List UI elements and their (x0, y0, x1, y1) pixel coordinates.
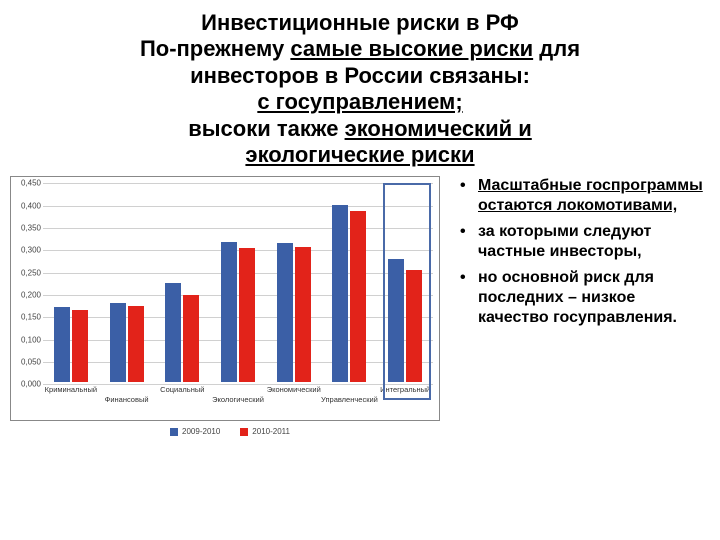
bullet-item: •за которыми следуют частные инвесторы, (460, 222, 710, 262)
y-tick-label: 0,250 (11, 268, 41, 277)
bars-container: КриминальныйФинансовыйСоциальныйЭкологич… (43, 183, 433, 382)
y-tick-label: 0,450 (11, 179, 41, 188)
chart-plot: КриминальныйФинансовыйСоциальныйЭкологич… (43, 183, 433, 382)
bar-group: Экономический (266, 183, 322, 382)
title-line2-pre: По-прежнему (140, 36, 284, 61)
y-tick-label: 0,100 (11, 335, 41, 344)
bar-group: Экологический (210, 183, 266, 382)
bar (221, 242, 237, 382)
category-label: Экологический (212, 396, 264, 404)
chart-area: КриминальныйФинансовыйСоциальныйЭкологич… (10, 176, 450, 436)
bar (110, 303, 126, 383)
category-label: Финансовый (105, 396, 149, 404)
y-tick-label: 0,400 (11, 201, 41, 210)
category-label: Интегральный (380, 386, 430, 394)
y-tick-label: 0,000 (11, 380, 41, 389)
bar (388, 259, 404, 382)
bar (277, 243, 293, 382)
y-tick-label: 0,200 (11, 291, 41, 300)
bar (350, 211, 366, 382)
grid-line (43, 384, 433, 385)
category-label: Социальный (160, 386, 204, 394)
bullet-item: •Масштабные госпрограммы остаются локомо… (460, 176, 710, 216)
bar-group: Управленческий (322, 183, 378, 382)
bar-group: Финансовый (99, 183, 155, 382)
bar (183, 295, 199, 382)
title-line3: инвесторов в России связаны: (190, 63, 530, 88)
chart-box: КриминальныйФинансовыйСоциальныйЭкологич… (10, 176, 440, 421)
bar (72, 310, 88, 382)
y-tick-label: 0,050 (11, 358, 41, 367)
y-tick-label: 0,300 (11, 246, 41, 255)
bar-group: Интегральный (377, 183, 433, 382)
bullet-dot: • (460, 222, 478, 262)
chart-legend: 2009-2010 2010-2011 (10, 427, 450, 436)
bar (332, 205, 348, 382)
bullet-text: за которыми следуют частные инвесторы, (478, 222, 710, 262)
title-line2-post: для (539, 36, 580, 61)
bullets: •Масштабные госпрограммы остаются локомо… (450, 176, 710, 436)
bar (165, 283, 181, 383)
title-block: Инвестиционные риски в РФ По-прежнему са… (0, 0, 720, 176)
bar (406, 270, 422, 382)
legend-swatch (240, 428, 248, 436)
content-row: КриминальныйФинансовыйСоциальныйЭкологич… (0, 176, 720, 436)
bullet-item: •но основной риск для последних – низкое… (460, 268, 710, 328)
bar (239, 248, 255, 382)
category-label: Управленческий (321, 396, 378, 404)
title-line6: экологические риски (245, 142, 474, 167)
legend-swatch (170, 428, 178, 436)
title-line5-u: экономический и (345, 116, 532, 141)
title-line1: Инвестиционные риски в РФ (201, 10, 519, 35)
bar (128, 306, 144, 383)
title-line2-u: самые высокие риски (290, 36, 533, 61)
legend-item: 2010-2011 (240, 427, 290, 436)
category-label: Экономический (267, 386, 321, 394)
y-tick-label: 0,350 (11, 224, 41, 233)
bar-group: Криминальный (43, 183, 99, 382)
bullet-text: Масштабные госпрограммы остаются локомот… (478, 176, 710, 216)
bar (54, 307, 70, 382)
bullet-dot: • (460, 268, 478, 328)
y-tick-label: 0,150 (11, 313, 41, 322)
bar (295, 247, 311, 383)
bullet-text: но основной риск для последних – низкое … (478, 268, 710, 328)
bullet-dot: • (460, 176, 478, 216)
legend-item: 2009-2010 (170, 427, 220, 436)
bullet-list: •Масштабные госпрограммы остаются локомо… (460, 176, 710, 328)
title-line4: с госуправлением; (257, 89, 462, 114)
category-label: Криминальный (45, 386, 97, 394)
legend-label: 2010-2011 (252, 427, 290, 436)
bar-group: Социальный (154, 183, 210, 382)
title-line5-pre: высоки также (188, 116, 338, 141)
legend-label: 2009-2010 (182, 427, 220, 436)
